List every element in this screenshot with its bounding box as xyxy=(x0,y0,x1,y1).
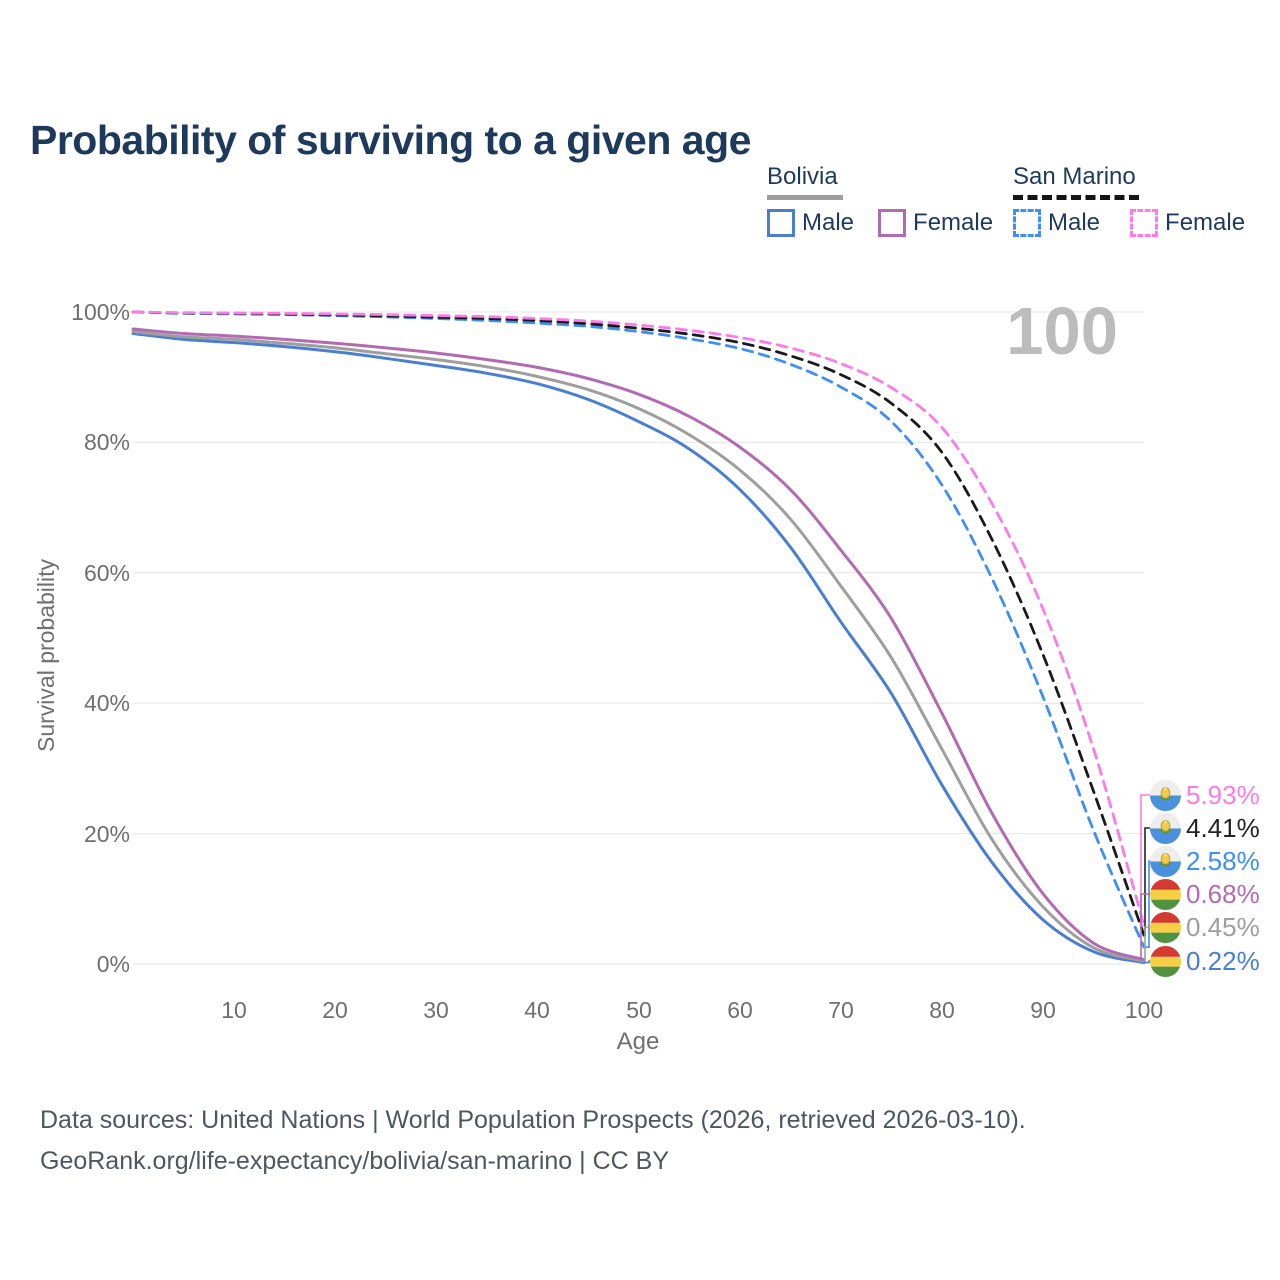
bolivia-flag-icon xyxy=(1150,878,1181,910)
legend-group-bolivia: Bolivia Male Female xyxy=(767,163,993,237)
legend-swatch-san-marino-male xyxy=(1013,209,1041,237)
x-tick-label-100: 100 xyxy=(1124,997,1164,1023)
legend-item-label: Female xyxy=(913,209,994,236)
end-label-san-marino-male: 2.58% xyxy=(1150,844,1260,878)
legend-item-bolivia-female[interactable]: Female xyxy=(878,209,993,237)
leader-san-marino-male xyxy=(1144,860,1151,948)
y-tick-label-60%: 60% xyxy=(83,560,130,586)
legend-item-san-marino-female[interactable]: Female xyxy=(1130,209,1245,237)
san-marino-flag-icon xyxy=(1150,845,1181,877)
footer-attribution: GeoRank.org/life-expectancy/bolivia/san-… xyxy=(40,1147,669,1175)
x-tick-label-10: 10 xyxy=(221,997,247,1023)
footer-data-sources: Data sources: United Nations | World Pop… xyxy=(40,1106,1026,1134)
line-san-marino-female xyxy=(131,310,1146,927)
x-tick-label-90: 90 xyxy=(1030,997,1056,1023)
leader-bolivia-female xyxy=(1140,893,1151,961)
line-bolivia-all xyxy=(131,330,1146,963)
legend-item-bolivia-male[interactable]: Male xyxy=(767,209,854,237)
x-tick-label-30: 30 xyxy=(423,997,449,1023)
x-axis-title: Age xyxy=(616,1028,660,1055)
san-marino-flag-icon xyxy=(1150,779,1181,811)
y-tick-label-80%: 80% xyxy=(83,429,130,455)
legend-item-san-marino-male[interactable]: Male xyxy=(1013,209,1100,237)
legend-country-name: San Marino xyxy=(1013,163,1136,190)
end-label-value: 5.93% xyxy=(1186,779,1260,810)
end-label-value: 0.45% xyxy=(1186,911,1260,942)
leader-bolivia-all xyxy=(1144,926,1151,962)
y-tick-label-100%: 100% xyxy=(71,299,130,325)
end-label-san-marino-female: 5.93% xyxy=(1150,778,1260,812)
legend-country-name: Bolivia xyxy=(767,163,838,190)
legend-item-label: Female xyxy=(1165,209,1246,236)
end-label-bolivia-female: 0.68% xyxy=(1150,877,1260,911)
bolivia-flag-icon xyxy=(1150,911,1181,943)
end-label-bolivia-male: 0.22% xyxy=(1150,944,1260,978)
end-label-bolivia-all: 0.45% xyxy=(1150,910,1260,944)
legend-linestyle-dashed-sample xyxy=(1013,195,1139,200)
page-title: Probability of surviving to a given age xyxy=(30,117,751,164)
san-marino-flag-icon xyxy=(1150,812,1181,844)
end-label-value: 0.68% xyxy=(1186,878,1260,909)
bolivia-flag-icon xyxy=(1150,945,1181,977)
x-tick-label-80: 80 xyxy=(929,997,955,1023)
end-label-value: 4.41% xyxy=(1186,812,1260,843)
x-tick-label-70: 70 xyxy=(828,997,854,1023)
legend-linestyle-solid-sample xyxy=(767,195,843,200)
end-label-value: 2.58% xyxy=(1186,845,1260,876)
legend-item-label: Male xyxy=(1048,209,1101,236)
end-label-value: 0.22% xyxy=(1186,945,1260,976)
y-tick-label-40%: 40% xyxy=(83,690,130,716)
y-tick-label-20%: 20% xyxy=(83,821,130,847)
line-san-marino-all xyxy=(131,310,1146,937)
legend-swatch-bolivia-male xyxy=(767,209,795,237)
x-tick-label-50: 50 xyxy=(626,997,652,1023)
legend-group-san-marino: San Marino Male Female xyxy=(1013,163,1245,237)
x-tick-label-60: 60 xyxy=(727,997,753,1023)
end-label-san-marino-all: 4.41% xyxy=(1150,811,1260,845)
legend-swatch-bolivia-female xyxy=(878,209,907,237)
line-san-marino-male xyxy=(131,310,1146,949)
y-axis-title: Survival probability xyxy=(33,558,59,752)
x-tick-label-20: 20 xyxy=(322,997,348,1023)
legend-item-label: Male xyxy=(802,209,855,236)
leader-bolivia-male xyxy=(1144,960,1151,964)
line-bolivia-female xyxy=(131,327,1146,962)
legend-swatch-san-marino-female xyxy=(1130,209,1159,237)
leader-san-marino-female xyxy=(1140,794,1151,927)
watermark-age-100: 100 xyxy=(1006,294,1118,369)
x-tick-label-40: 40 xyxy=(524,997,550,1023)
y-tick-label-0%: 0% xyxy=(96,951,130,977)
line-bolivia-male xyxy=(131,332,1146,965)
